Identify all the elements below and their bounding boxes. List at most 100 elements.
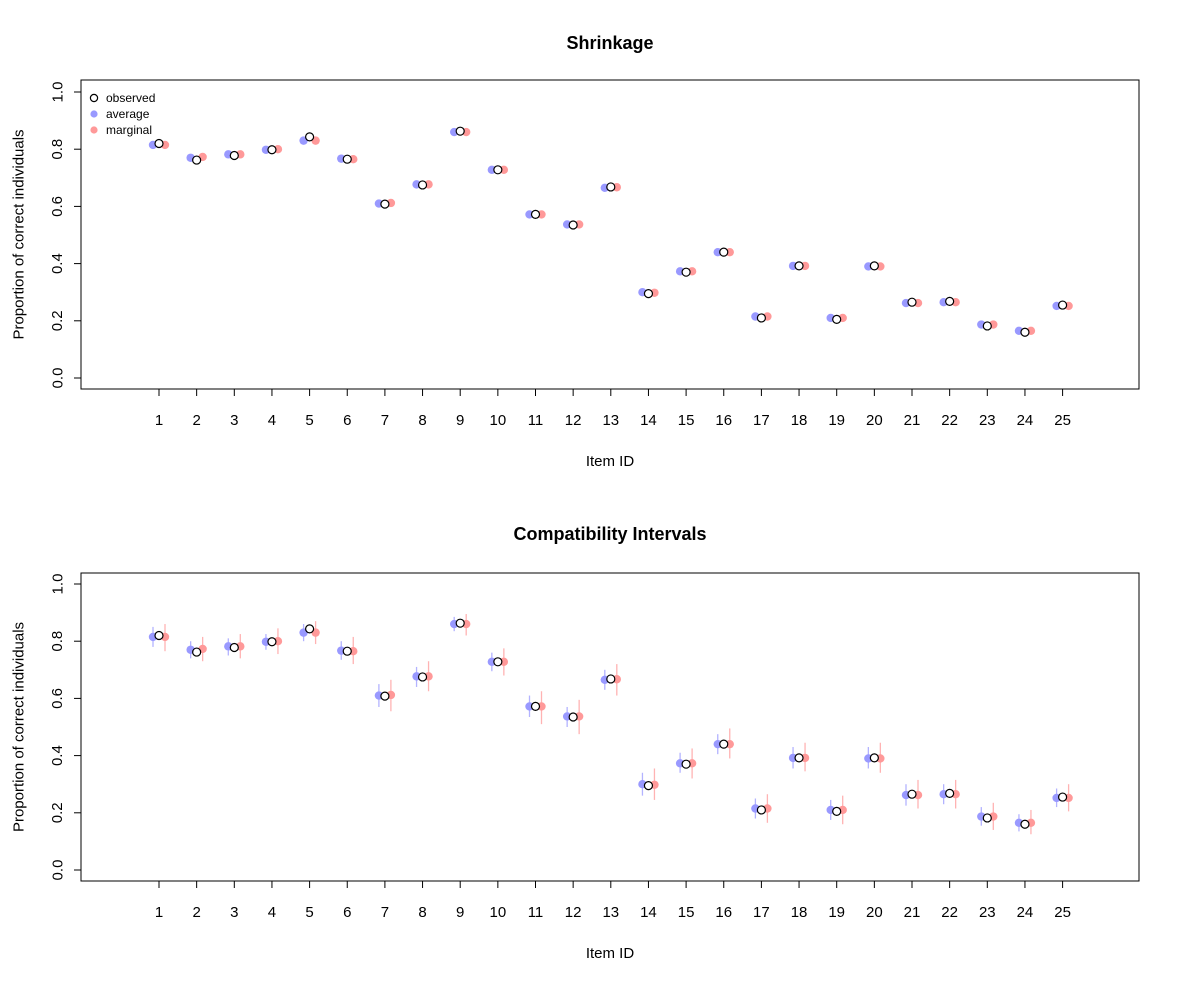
observed-point (229, 150, 239, 161)
x-tick-label: 18 (791, 904, 808, 921)
x-axis-title: Item ID (586, 945, 635, 962)
observed-point (832, 806, 842, 816)
observed-point (380, 691, 390, 701)
x-tick-label: 4 (268, 904, 276, 921)
legend-observed-marker (89, 93, 99, 103)
observed-point (794, 753, 804, 763)
x-tick-label: 14 (640, 904, 657, 921)
observed-point (643, 781, 654, 791)
x-tick-label: 14 (640, 412, 657, 429)
y-tick-label: 0.4 (49, 745, 66, 766)
observed-point (982, 321, 992, 331)
observed-point (380, 199, 390, 209)
y-tick-label: 0.0 (49, 368, 66, 389)
observed-point (493, 165, 503, 175)
observed-point (342, 646, 352, 656)
observed-point (305, 132, 315, 142)
observed-point (493, 657, 503, 667)
x-tick-label: 12 (565, 412, 582, 429)
observed-point (606, 182, 616, 192)
x-tick-label: 19 (828, 904, 845, 921)
x-tick-label: 9 (456, 904, 464, 921)
observed-point (869, 261, 879, 271)
observed-point (681, 759, 691, 769)
x-tick-label: 15 (678, 412, 695, 429)
x-tick-label: 22 (941, 904, 958, 921)
x-tick-label: 16 (715, 412, 732, 429)
x-tick-label: 13 (602, 412, 619, 429)
x-tick-label: 7 (381, 412, 389, 429)
observed-point (305, 624, 315, 634)
observed-point (1020, 327, 1030, 337)
x-tick-label: 24 (1017, 412, 1034, 429)
legend-average-label: average (106, 107, 150, 121)
x-tick-label: 10 (490, 412, 507, 429)
observed-point (907, 297, 917, 307)
x-tick-label: 21 (904, 412, 921, 429)
y-tick-label: 0.0 (49, 860, 66, 881)
x-tick-label: 1 (155, 904, 163, 921)
observed-point (229, 642, 239, 653)
observed-point (267, 145, 277, 155)
x-tick-label: 17 (753, 904, 770, 921)
observed-point (945, 296, 955, 306)
chart-title: Compatibility Intervals (513, 524, 706, 544)
y-tick-label: 1.0 (49, 82, 66, 103)
x-tick-label: 15 (678, 904, 695, 921)
y-tick-label: 1.0 (49, 574, 66, 595)
legend-average-marker (90, 110, 98, 118)
observed-point (154, 630, 164, 641)
x-tick-label: 13 (602, 904, 619, 921)
observed-point (192, 647, 202, 657)
x-tick-label: 2 (192, 412, 200, 429)
chart-title: Shrinkage (566, 33, 653, 53)
observed-point (154, 138, 164, 149)
x-tick-label: 2 (192, 904, 200, 921)
legend-observed-label: observed (106, 91, 155, 105)
shrinkage-panel: Shrinkage 0.0 0.2 0.4 0.6 0.8 1.0 Proportion of… (10, 33, 1140, 470)
x-tick-label: 16 (715, 904, 732, 921)
observed-point (1057, 300, 1068, 310)
x-tick-label: 23 (979, 904, 996, 921)
x-tick-label: 25 (1054, 904, 1071, 921)
observed-point (869, 753, 879, 763)
x-tick-label: 8 (418, 904, 426, 921)
observed-point (455, 618, 465, 628)
x-tick-label: 5 (305, 412, 313, 429)
x-tick-label: 18 (791, 412, 808, 429)
x-tick-label: 22 (941, 412, 958, 429)
observed-point (417, 672, 428, 682)
x-tick-label: 11 (528, 904, 544, 921)
observed-point (1020, 819, 1030, 829)
x-tick-label: 21 (904, 904, 921, 921)
legend-marginal-marker (90, 126, 98, 134)
x-tick-label: 3 (230, 904, 238, 921)
observed-point (568, 220, 578, 230)
x-tick-label: 5 (305, 904, 313, 921)
observed-point (756, 313, 767, 323)
observed-point (832, 314, 842, 324)
x-tick-label: 10 (490, 904, 507, 921)
observed-point (530, 209, 541, 220)
observed-point (794, 261, 804, 271)
x-tick-label: 6 (343, 904, 351, 921)
x-tick-label: 20 (866, 412, 883, 429)
x-tick-label: 24 (1017, 904, 1034, 921)
observed-point (530, 701, 541, 712)
observed-point (417, 180, 428, 190)
observed-point (756, 805, 767, 815)
x-tick-label: 12 (565, 904, 582, 921)
x-axis-title: Item ID (586, 453, 635, 470)
x-tick-label: 9 (456, 412, 464, 429)
x-tick-label: 3 (230, 412, 238, 429)
observed-point (1057, 792, 1068, 802)
observed-point (945, 788, 955, 798)
y-tick-label: 0.6 (49, 688, 66, 709)
observed-point (342, 154, 352, 164)
y-axis-title: Proportion of correct individuals (10, 622, 27, 832)
x-tick-label: 19 (828, 412, 845, 429)
y-tick-label: 0.2 (49, 310, 66, 331)
observed-point (568, 712, 578, 722)
